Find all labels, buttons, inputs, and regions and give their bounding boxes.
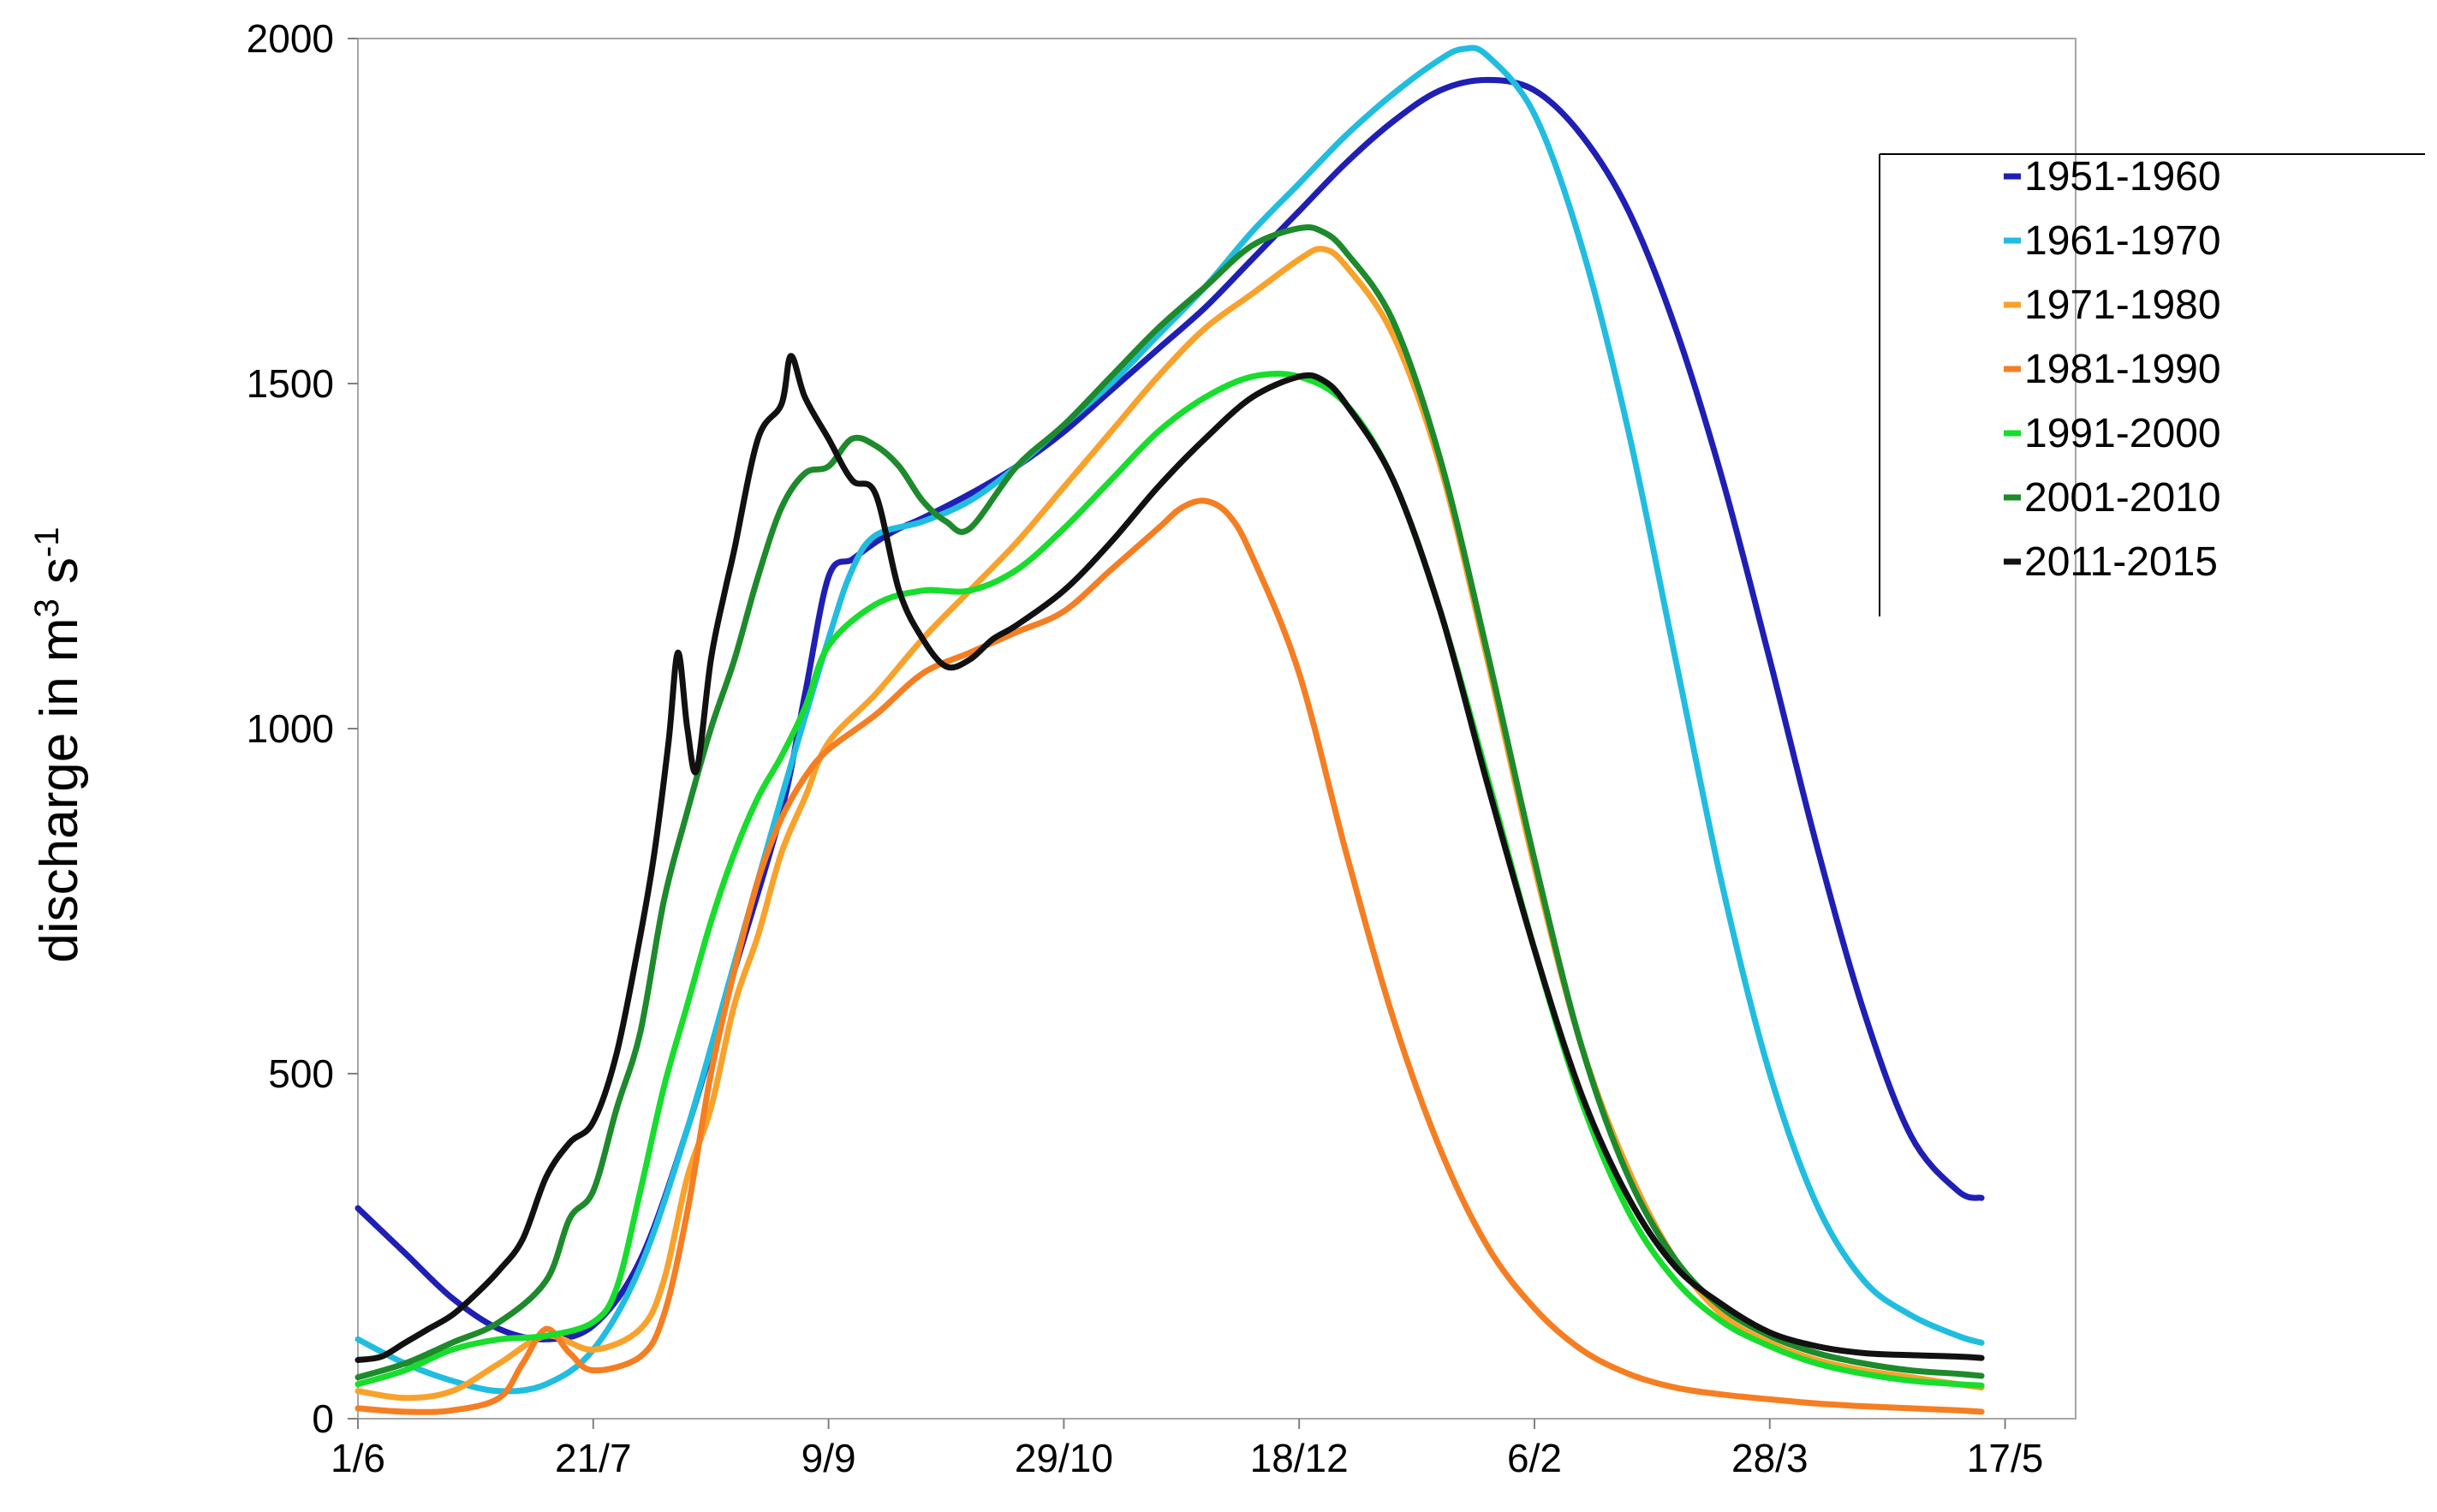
y-axis-label-mid: s <box>30 557 89 598</box>
x-tick-label: 17/5 <box>1967 1436 2044 1480</box>
legend-label: 1951-1960 <box>2024 154 2221 199</box>
x-tick-label: 1/6 <box>331 1436 385 1480</box>
y-tick-label: 1000 <box>247 706 334 751</box>
y-tick-label: 1500 <box>247 361 334 406</box>
y-axis-label-sup2: -1 <box>28 527 66 557</box>
x-tick-label: 9/9 <box>801 1436 856 1480</box>
legend-label: 1961-1970 <box>2024 218 2221 264</box>
legend: 1951-1960 1961-1970 1971-1980 1981-1990 1991… <box>1879 153 2425 616</box>
y-axis-label: discharge in m3 s-1 <box>28 527 89 962</box>
x-tick-label: 6/2 <box>1507 1436 1562 1480</box>
series-line <box>355 223 1985 1381</box>
series-line <box>355 370 1985 1389</box>
legend-label: 2011-2015 <box>2024 539 2218 585</box>
series-line <box>355 497 1985 1415</box>
y-tick-label: 2000 <box>247 16 334 61</box>
y-tick-label: 0 <box>312 1396 334 1441</box>
x-tick-label: 18/12 <box>1250 1436 1349 1480</box>
legend-label: 2001-2010 <box>2024 475 2221 521</box>
y-tick-label: 500 <box>268 1051 334 1096</box>
legend-label: 1981-1990 <box>2024 347 2221 392</box>
series-line <box>355 353 1985 1363</box>
x-axis: 1/6 21/7 9/9 29/10 18/12 6/2 28/3 17/5 <box>331 1419 2043 1480</box>
legend-label: 1971-1980 <box>2024 283 2221 328</box>
x-tick-label: 28/3 <box>1731 1436 1808 1480</box>
y-axis-label-sup1: 3 <box>28 598 66 617</box>
x-tick-label: 29/10 <box>1015 1436 1113 1480</box>
series-layer <box>355 45 1985 1415</box>
x-tick-label: 21/7 <box>555 1436 632 1480</box>
y-axis: 0 500 1000 1500 2000 <box>247 16 358 1441</box>
legend-label: 1991-2000 <box>2024 411 2221 456</box>
y-axis-label-base: discharge in m <box>30 617 89 962</box>
